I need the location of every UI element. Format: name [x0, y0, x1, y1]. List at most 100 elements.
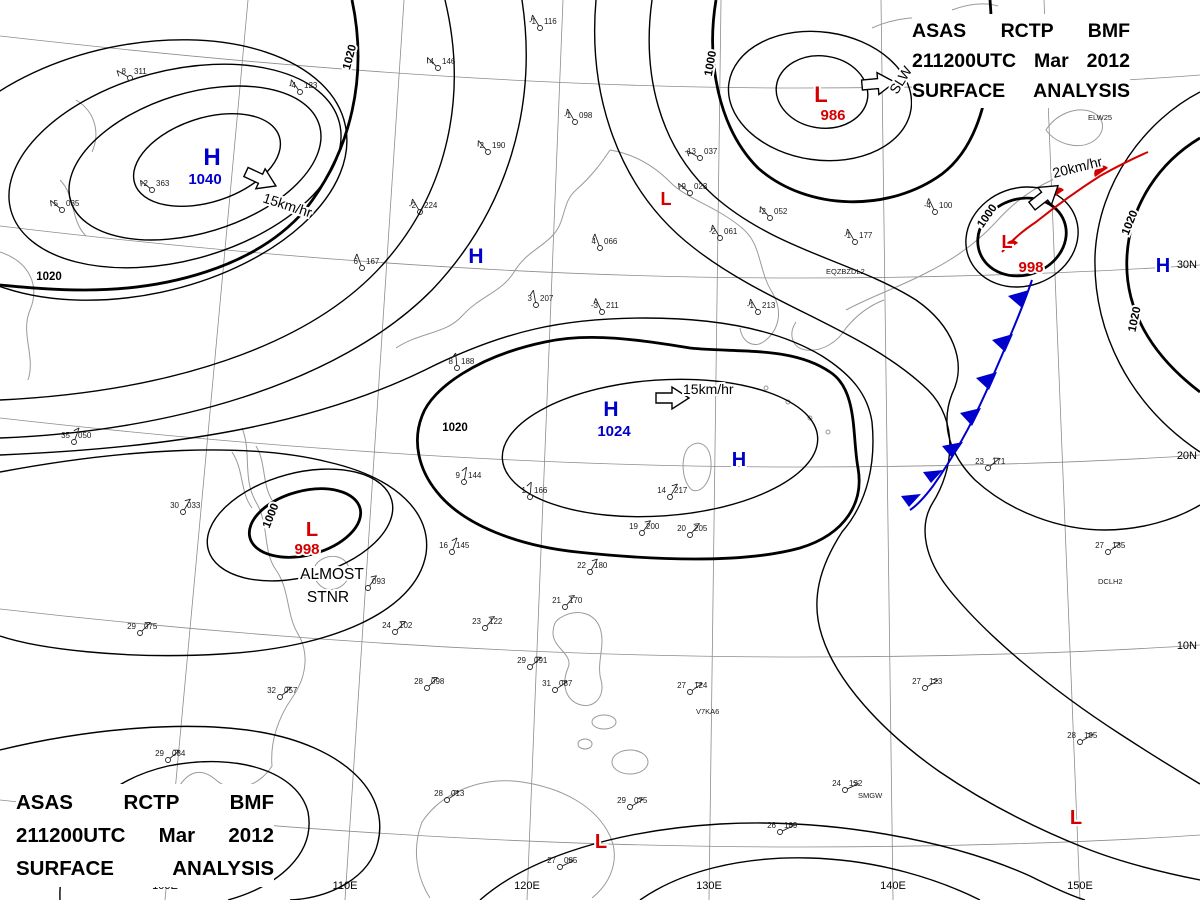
station-circle [599, 309, 605, 315]
station-plot: 20 205 [677, 523, 708, 538]
ship-id: SMGW [858, 791, 883, 800]
station-plot: 28 105 [1067, 731, 1098, 745]
station-circle [552, 687, 558, 693]
station-temperature: -1 [844, 231, 852, 240]
station-temperature: 28 [414, 677, 423, 686]
low-center-symbol: L [1002, 232, 1013, 252]
station-temperature: 30 [170, 501, 179, 510]
station-circle [277, 694, 283, 700]
station-circle [777, 829, 783, 835]
station-pressure: 109 [784, 821, 798, 830]
pressure-center-value: 1040 [188, 171, 221, 188]
isobar-ring [68, 85, 322, 241]
coastline-hokkaido [1045, 109, 1103, 146]
station-temperature: 22 [577, 561, 586, 570]
coastline-kyushu [791, 299, 885, 351]
isobar [0, 0, 455, 401]
station-temperature: -13 [684, 147, 696, 156]
station-plot: -9 023 [678, 182, 708, 196]
low-center-symbol: L [661, 189, 672, 209]
wind-barb [428, 677, 438, 687]
wind-barb-tick [290, 79, 292, 86]
wind-barb [463, 467, 468, 480]
station-pressure: 170 [569, 596, 583, 605]
station-circle [922, 685, 928, 691]
station-plot: 24 122 [832, 779, 863, 793]
isobar-ring [727, 30, 913, 162]
station-pressure: 102 [399, 621, 413, 630]
wind-barb [595, 298, 602, 310]
station-temperature: -2 [759, 207, 767, 216]
latitude-label: 30N [1177, 259, 1197, 271]
parallel [0, 608, 1200, 658]
cold-front-pip [960, 408, 981, 426]
station-pressure: 075 [144, 622, 158, 631]
wind-barb-tick [453, 790, 460, 792]
station-temperature: 9 [456, 471, 461, 480]
station-circle [485, 149, 491, 155]
cold-front-pip [992, 334, 1013, 352]
station-circle [562, 604, 568, 610]
station-temperature: 27 [912, 677, 921, 686]
station-plot: 19 200 [629, 520, 660, 536]
station-temperature: 28 [434, 789, 443, 798]
station-plot: -1 177 [844, 228, 873, 245]
wind-barb [141, 622, 151, 632]
movement-speed-label: 15km/hr [683, 381, 734, 397]
station-temperature: -3 [591, 301, 599, 310]
station-plot: 29 084 [155, 749, 186, 763]
station-pressure: 087 [559, 679, 573, 688]
station-temperature: 29 [517, 656, 526, 665]
station-circle [127, 75, 133, 81]
wind-barb [686, 150, 699, 158]
wind-barb-tick [530, 14, 533, 21]
station-circle [717, 235, 723, 241]
station-plot: -1 116 [529, 14, 557, 31]
station-circle [597, 245, 603, 251]
isobar-label: 1020 [36, 271, 62, 283]
longitude-label: 120E [514, 880, 540, 892]
station-pressure: 135 [1112, 541, 1126, 550]
wind-barb-tick [561, 680, 568, 682]
chart-datetime: 211200UTC Mar 2012 [16, 824, 274, 847]
station-pressure: 061 [724, 227, 738, 236]
movement-arrow [1027, 184, 1060, 211]
isobar-label: 1020 [1120, 209, 1141, 237]
station-pressure: 217 [674, 486, 688, 495]
isobar [0, 317, 1200, 881]
station-circle [482, 625, 488, 631]
wind-barb-tick [461, 466, 467, 472]
station-temperature: 26 [767, 821, 776, 830]
station-plot: 9 144 [456, 466, 482, 485]
station-circle [527, 494, 533, 500]
isobar [593, 0, 1200, 785]
coastline-island [611, 749, 649, 775]
station-pressure: 124 [694, 681, 708, 690]
station-circle [59, 207, 65, 213]
station-plot: 14 217 [657, 483, 688, 500]
chart-datetime: 211200UTC Mar 2012 [912, 50, 1130, 72]
station-temperature: 5 [54, 199, 59, 208]
station-pressure: 013 [451, 789, 465, 798]
wind-barb [989, 458, 1000, 467]
longitude-label: 140E [880, 880, 906, 892]
low-center-symbol: L [306, 519, 318, 541]
station-temperature: 29 [155, 749, 164, 758]
station-pressure: 363 [156, 179, 170, 188]
isobar-ring [132, 112, 282, 208]
station-pressure: 224 [424, 201, 438, 210]
wind-barb-tick [568, 595, 575, 597]
station-temperature: 4 [430, 57, 435, 66]
wind-barb-tick [1087, 732, 1094, 735]
pressure-center-value: 998 [1018, 259, 1043, 276]
wind-barb-tick [488, 616, 495, 618]
station-temperature: -1 [747, 301, 755, 310]
chart-name: ASAS RCTP BMF [16, 791, 274, 814]
station-plot: 28 013 [434, 789, 465, 803]
station-plot: 22 180 [577, 558, 608, 575]
station-plot: -1 098 [564, 108, 593, 125]
isobar [0, 449, 428, 657]
chart-name: ASAS RCTP BMF [912, 20, 1130, 42]
station-circle [767, 215, 773, 221]
